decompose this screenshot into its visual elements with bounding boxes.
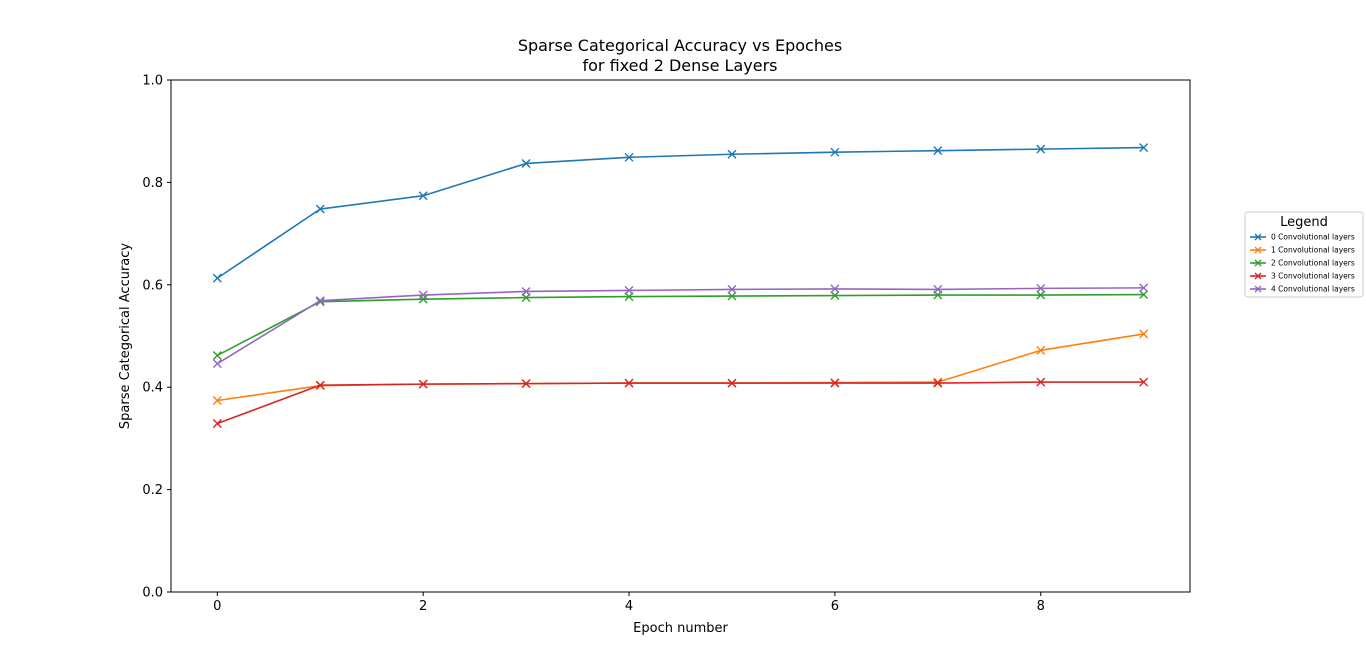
legend-box (1244, 211, 1364, 298)
legend-swatch-marker (1254, 246, 1262, 254)
x-tick-label: 4 (625, 599, 633, 614)
legend-entry-4: 4 Convolutional layers (1250, 285, 1355, 294)
series-0-group (212, 143, 1149, 283)
series-4-point-4 (624, 285, 634, 295)
x-tick-label: 0 (213, 599, 221, 614)
series-0-point-9 (1139, 143, 1149, 153)
series-3-point-5 (727, 378, 737, 388)
series-3-point-4 (624, 378, 634, 388)
series-2-point-8 (1036, 290, 1046, 300)
series-3-point-2 (418, 379, 428, 389)
series-4-point-3 (521, 286, 531, 296)
series-3-line (217, 381, 1144, 425)
series-3-point-6 (830, 378, 840, 388)
series-4-point-8 (1036, 283, 1046, 293)
legend-label: 1 Convolutional layers (1271, 246, 1355, 255)
legend-entry-2: 2 Convolutional layers (1250, 259, 1355, 268)
y-tick-label: 0.2 (142, 483, 163, 498)
x-tick-label: 2 (419, 599, 427, 614)
y-tick-label: 0.6 (142, 278, 163, 293)
plot-frame (170, 79, 1191, 593)
series-3-group (212, 377, 1149, 429)
series-1-point-7 (933, 377, 943, 387)
series-0-line (216, 146, 1144, 279)
legend-entry-0: 0 Convolutional layers (1250, 233, 1355, 242)
series-3-point-1 (315, 380, 325, 390)
series-4-point-2 (418, 290, 428, 300)
series-2-point-9 (1139, 290, 1149, 300)
chart-title-line-2: for fixed 2 Dense Layers (582, 56, 777, 75)
series-1-point-9 (1139, 329, 1149, 339)
series-4-line (216, 287, 1144, 365)
series-0-point-0 (212, 273, 222, 283)
series-3-point-3 (521, 379, 531, 389)
y-tick-label: 1.0 (142, 74, 163, 89)
series-2-group (212, 290, 1149, 360)
legend-label: 3 Convolutional layers (1271, 272, 1355, 281)
x-axis-title: Epoch number (633, 621, 728, 636)
series-2-point-6 (830, 291, 840, 301)
series-3-point-0 (212, 419, 222, 429)
legend-swatch-marker (1254, 272, 1262, 280)
series-0-point-3 (521, 158, 531, 168)
series-0-point-4 (624, 152, 634, 162)
series-0-point-6 (830, 147, 840, 157)
series-4-point-7 (933, 284, 943, 294)
series-0-point-8 (1036, 144, 1046, 154)
chart-title-line-1: Sparse Categorical Accuracy vs Epoches (518, 36, 842, 55)
series-4-point-1 (315, 296, 325, 306)
y-tick-label: 0.8 (142, 176, 163, 191)
series-2-point-1 (315, 297, 325, 307)
legend-entry-1: 1 Convolutional layers (1250, 246, 1355, 255)
series-0-point-1 (315, 204, 325, 214)
series-2-point-2 (418, 294, 428, 304)
series-4-group (212, 283, 1149, 369)
series-4-point-0 (212, 359, 222, 369)
legend-swatch-marker (1254, 233, 1262, 241)
x-tick-label: 6 (831, 599, 839, 614)
legend-swatch-marker (1254, 259, 1262, 267)
series-3-point-9 (1139, 377, 1149, 387)
series-4-point-6 (830, 284, 840, 294)
series-3-point-8 (1036, 377, 1046, 387)
x-tick-label: 8 (1037, 599, 1045, 614)
y-tick-label: 0.0 (142, 586, 163, 601)
series-4-point-5 (727, 284, 737, 294)
series-1-point-8 (1036, 345, 1046, 355)
series-3-point-7 (933, 378, 943, 388)
series-0-point-7 (933, 146, 943, 156)
y-axis-title: Sparse Categorical Accuracy (118, 243, 133, 430)
legend-title: Legend (1280, 215, 1328, 230)
series-2-point-5 (727, 291, 737, 301)
series-1-point-0 (212, 396, 222, 406)
series-0-point-2 (418, 191, 428, 201)
series-2-point-0 (212, 350, 222, 360)
legend-entry-3: 3 Convolutional layers (1250, 272, 1355, 281)
y-tick-label: 0.4 (142, 381, 163, 396)
series-4-point-9 (1139, 283, 1149, 293)
series-2-line (216, 293, 1144, 357)
legend-label: 4 Convolutional layers (1271, 285, 1355, 294)
legend-label: 0 Convolutional layers (1271, 233, 1355, 242)
legend: Legend 0 Convolutional layers 1 Convoluti… (1244, 211, 1364, 298)
legend-swatch-marker (1254, 285, 1262, 293)
plot-area: 0 2 4 6 8 0.0 0.2 0.4 0.6 0.8 1.0 (142, 74, 1149, 614)
legend-label: 2 Convolutional layers (1271, 259, 1355, 268)
series-0-point-5 (727, 149, 737, 159)
